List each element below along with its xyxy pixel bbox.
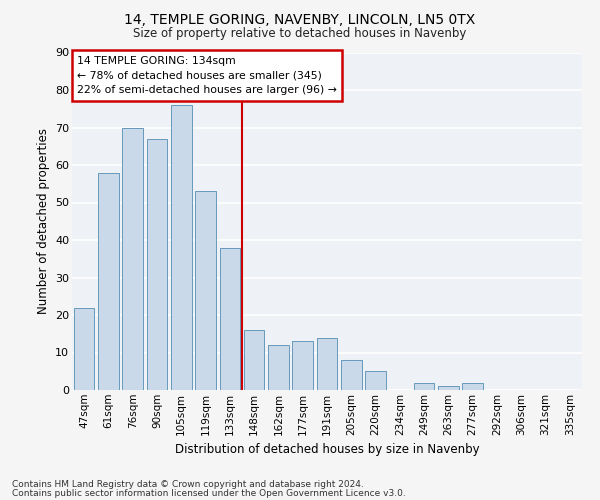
Bar xyxy=(268,345,289,390)
Bar xyxy=(171,105,191,390)
Bar xyxy=(414,382,434,390)
Bar xyxy=(365,371,386,390)
Bar xyxy=(122,128,143,390)
Bar xyxy=(463,382,483,390)
Bar xyxy=(341,360,362,390)
Bar xyxy=(244,330,265,390)
Bar xyxy=(98,172,119,390)
Bar xyxy=(438,386,459,390)
Bar xyxy=(292,341,313,390)
Bar xyxy=(317,338,337,390)
Text: 14, TEMPLE GORING, NAVENBY, LINCOLN, LN5 0TX: 14, TEMPLE GORING, NAVENBY, LINCOLN, LN5… xyxy=(124,12,476,26)
Text: 14 TEMPLE GORING: 134sqm
← 78% of detached houses are smaller (345)
22% of semi-: 14 TEMPLE GORING: 134sqm ← 78% of detach… xyxy=(77,56,337,96)
X-axis label: Distribution of detached houses by size in Navenby: Distribution of detached houses by size … xyxy=(175,443,479,456)
Bar xyxy=(220,248,240,390)
Bar xyxy=(74,308,94,390)
Bar xyxy=(195,191,216,390)
Text: Contains HM Land Registry data © Crown copyright and database right 2024.: Contains HM Land Registry data © Crown c… xyxy=(12,480,364,489)
Text: Contains public sector information licensed under the Open Government Licence v3: Contains public sector information licen… xyxy=(12,489,406,498)
Text: Size of property relative to detached houses in Navenby: Size of property relative to detached ho… xyxy=(133,28,467,40)
Y-axis label: Number of detached properties: Number of detached properties xyxy=(37,128,50,314)
Bar xyxy=(146,138,167,390)
